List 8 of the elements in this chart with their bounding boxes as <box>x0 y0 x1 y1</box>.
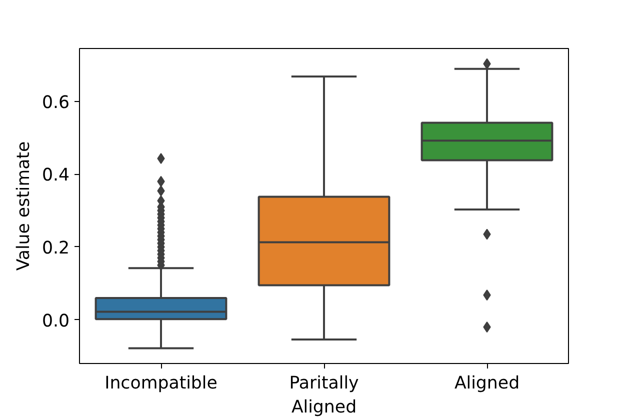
y-axis-title: Value estimate <box>14 141 34 271</box>
x-tick-label: Incompatible <box>104 374 218 394</box>
y-tick-label: 0.0 <box>42 311 70 332</box>
y-tick-label: 0.6 <box>42 92 70 113</box>
y-tick-label: 0.2 <box>42 238 70 258</box>
y-tick-label: 0.4 <box>42 166 70 186</box>
x-tick-label: Aligned <box>454 374 520 394</box>
x-tick-label: Paritally Aligned <box>289 374 359 418</box>
